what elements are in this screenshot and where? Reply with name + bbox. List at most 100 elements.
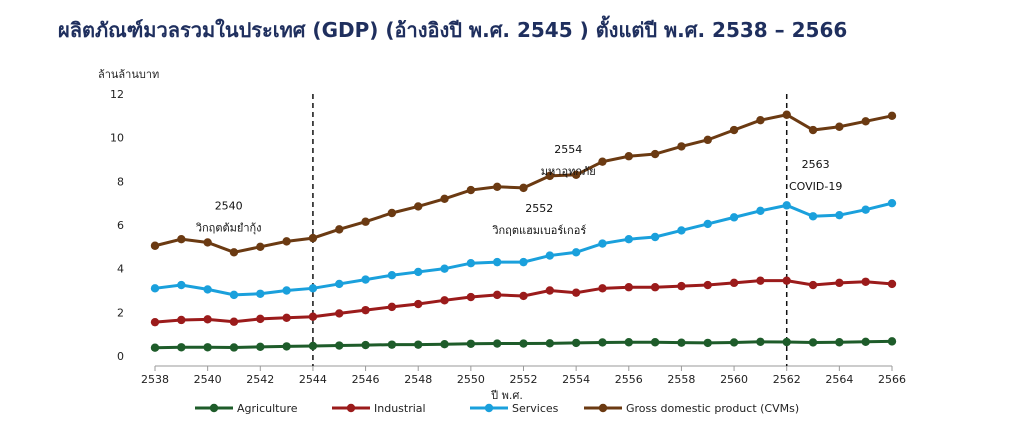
data-point xyxy=(387,302,397,312)
x-tick-label: 2544 xyxy=(299,373,327,386)
data-point xyxy=(150,317,160,327)
data-point xyxy=(414,340,423,349)
data-point xyxy=(177,234,186,244)
y-tick-label: 0 xyxy=(117,350,124,363)
legend-swatch-marker xyxy=(209,403,219,413)
data-point xyxy=(624,283,633,292)
data-point xyxy=(229,343,239,352)
data-point xyxy=(677,281,686,291)
data-point xyxy=(782,110,791,119)
annotation-label: มหาอุทกภัย xyxy=(541,165,596,178)
x-tick-label: 2548 xyxy=(404,373,432,386)
annotation-year: 2552 xyxy=(525,202,553,215)
legend-swatch-marker xyxy=(598,403,608,413)
data-point xyxy=(782,276,791,285)
data-point xyxy=(782,201,791,210)
y-tick-label: 10 xyxy=(110,132,124,145)
y-tick-label: 6 xyxy=(117,219,124,232)
data-point xyxy=(545,251,555,260)
x-tick-label: 2566 xyxy=(878,373,906,386)
data-point xyxy=(677,226,686,235)
data-point xyxy=(650,283,660,292)
data-point xyxy=(361,305,370,315)
data-point xyxy=(466,292,476,302)
data-point xyxy=(282,342,291,351)
data-point xyxy=(466,185,476,195)
data-point xyxy=(335,341,344,350)
data-point xyxy=(282,286,291,295)
chart-title: ผลิตภัณฑ์มวลรวมในประเทศ (GDP) (อ้างอิงปี… xyxy=(58,18,848,42)
data-point xyxy=(519,257,528,267)
data-point xyxy=(387,340,397,349)
data-point xyxy=(440,264,449,273)
data-point xyxy=(308,312,318,321)
data-point xyxy=(677,142,686,151)
data-point xyxy=(519,291,528,301)
data-point xyxy=(177,280,186,290)
data-point xyxy=(808,125,818,135)
y-tick-label: 2 xyxy=(117,306,124,319)
data-point xyxy=(177,315,186,325)
data-point xyxy=(256,242,265,252)
annotation-label: วิกฤตแฮมเบอร์เกอร์ xyxy=(492,224,587,237)
data-point xyxy=(861,205,870,214)
y-tick-label: 12 xyxy=(110,88,124,101)
data-point xyxy=(229,248,239,257)
data-point xyxy=(414,202,423,211)
data-point xyxy=(650,149,660,159)
data-point xyxy=(861,117,870,126)
data-point xyxy=(229,290,239,300)
data-point xyxy=(229,317,239,326)
annotation-year: 2554 xyxy=(554,143,582,156)
x-tick-label: 2538 xyxy=(141,373,169,386)
data-point xyxy=(756,337,765,347)
data-point xyxy=(835,278,844,288)
data-point xyxy=(887,111,897,121)
data-point xyxy=(835,210,844,220)
data-point xyxy=(282,237,291,246)
data-point xyxy=(203,343,212,352)
data-point xyxy=(729,278,739,288)
data-point xyxy=(703,219,712,229)
data-point xyxy=(887,198,897,208)
data-point xyxy=(414,267,423,277)
data-point xyxy=(729,213,739,222)
data-point xyxy=(256,289,265,298)
data-point xyxy=(150,241,160,250)
data-point xyxy=(545,171,555,181)
data-point xyxy=(598,338,607,347)
data-point xyxy=(545,286,555,295)
y-tick-label: 4 xyxy=(117,263,124,276)
data-point xyxy=(650,338,660,347)
data-point xyxy=(861,337,870,347)
data-point xyxy=(440,296,449,305)
data-point xyxy=(150,343,160,352)
data-point xyxy=(624,338,633,347)
data-point xyxy=(571,338,581,348)
x-tick-label: 2542 xyxy=(246,373,274,386)
y-tick-label: 8 xyxy=(117,175,124,188)
x-tick-label: 2562 xyxy=(773,373,801,386)
x-tick-label: 2546 xyxy=(352,373,380,386)
data-point xyxy=(492,339,502,348)
data-point xyxy=(282,313,291,322)
data-point xyxy=(492,257,502,267)
data-point xyxy=(203,285,212,294)
data-point xyxy=(335,225,344,234)
data-point xyxy=(203,238,212,247)
data-point xyxy=(835,338,844,347)
data-point xyxy=(729,338,739,347)
data-point xyxy=(335,279,344,289)
legend-label: Services xyxy=(512,402,559,415)
x-tick-label: 2540 xyxy=(194,373,222,386)
data-point xyxy=(756,116,765,125)
x-tick-label: 2550 xyxy=(457,373,485,386)
x-tick-label: 2558 xyxy=(667,373,695,386)
data-point xyxy=(256,314,265,324)
data-point xyxy=(808,338,818,347)
legend-swatch-marker xyxy=(346,403,356,413)
annotation-label: วิกฤตต้มยำกุ้ง xyxy=(195,222,262,235)
legend-label: Agriculture xyxy=(237,402,298,415)
data-point xyxy=(571,248,581,257)
x-tick-label: 2552 xyxy=(510,373,538,386)
